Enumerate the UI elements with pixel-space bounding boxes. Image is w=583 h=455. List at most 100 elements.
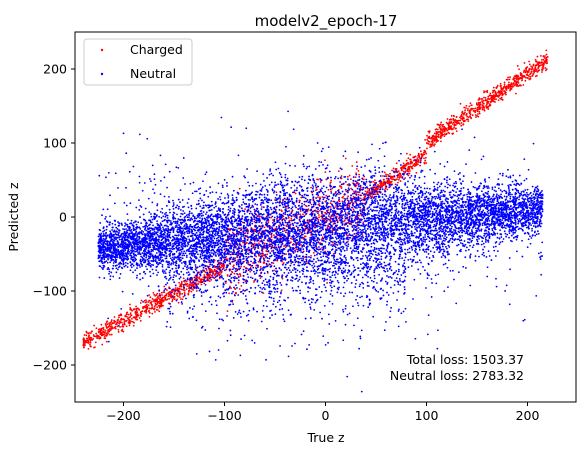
neutral-point [437, 273, 440, 276]
charged-point [327, 188, 330, 191]
charged-point [394, 183, 397, 186]
charged-point [185, 280, 188, 283]
neutral-point [132, 271, 134, 274]
neutral-point [295, 197, 298, 200]
neutral-point [387, 294, 390, 296]
neutral-point [251, 196, 254, 199]
neutral-point [228, 260, 231, 263]
charged-point [148, 315, 151, 318]
charged-point [461, 111, 463, 114]
neutral-point [297, 208, 300, 211]
neutral-point [178, 273, 181, 276]
charged-point [325, 194, 328, 197]
charged-point [151, 298, 154, 300]
neutral-point [260, 208, 263, 211]
charged-point [492, 94, 495, 96]
neutral-point [124, 222, 126, 225]
charged-point [131, 320, 134, 323]
charged-point [497, 96, 500, 98]
charged-point [92, 334, 95, 336]
neutral-point [374, 169, 377, 172]
charged-point [93, 346, 95, 349]
charged-point [408, 172, 411, 175]
charged-point [321, 236, 324, 239]
charged-point [453, 124, 456, 127]
charged-point [467, 120, 470, 123]
neutral-point [219, 198, 222, 201]
charged-point [350, 187, 352, 190]
charged-point [447, 131, 450, 134]
neutral-point [501, 174, 504, 177]
neutral-point [245, 189, 247, 192]
charged-point [305, 205, 308, 208]
charged-point [541, 69, 544, 72]
charged-point [374, 179, 376, 182]
neutral-point [280, 284, 283, 286]
charged-point [141, 310, 144, 313]
charged-point [395, 162, 398, 165]
charged-point [402, 165, 404, 168]
charged-point [476, 110, 479, 113]
charged-point [115, 323, 118, 326]
neutral-point [282, 198, 285, 201]
neutral-point [150, 215, 153, 218]
neutral-point [385, 185, 388, 188]
neutral-point [156, 220, 159, 223]
charged-point [237, 281, 240, 284]
neutral-point [388, 175, 390, 178]
neutral-point [386, 209, 389, 212]
charged-point [539, 54, 542, 57]
charged-point [492, 100, 495, 103]
charged-point [136, 307, 139, 310]
neutral-point [470, 181, 473, 183]
neutral-point [373, 246, 376, 249]
charged-point [456, 120, 459, 122]
charged-point [120, 317, 123, 320]
neutral-point [466, 193, 468, 196]
neutral-point [318, 160, 320, 163]
charged-point [126, 311, 129, 314]
charged-point [374, 193, 377, 196]
charged-point [133, 321, 135, 324]
neutral-point [425, 256, 428, 258]
charged-point [126, 317, 129, 320]
charged-point [486, 89, 489, 92]
charged-point [438, 126, 441, 129]
charged-point [545, 69, 547, 72]
charged-point [517, 85, 520, 88]
neutral-point [169, 287, 171, 290]
neutral-point [314, 184, 317, 187]
neutral-point [535, 233, 538, 236]
charged-point [157, 309, 159, 311]
charged-point [312, 251, 315, 254]
charged-point [546, 58, 548, 61]
charged-point [509, 76, 511, 78]
neutral-point [428, 237, 431, 240]
charged-point [364, 195, 367, 198]
neutral-point [533, 231, 536, 234]
charged-point [545, 49, 548, 52]
neutral-point [202, 204, 205, 207]
neutral-point [330, 286, 333, 289]
charged-point [110, 319, 113, 321]
neutral-point [442, 189, 445, 192]
neutral-point [334, 220, 336, 222]
charged-point [544, 67, 547, 69]
neutral-point [311, 230, 314, 232]
neutral-point [364, 198, 366, 201]
neutral-point [163, 195, 166, 198]
neutral-point [374, 166, 376, 169]
neutral-point [107, 171, 110, 174]
charged-point [272, 219, 274, 221]
neutral-point [377, 227, 379, 229]
charged-point [427, 137, 430, 139]
charged-point [487, 102, 489, 105]
neutral-point [256, 191, 259, 193]
neutral-point [347, 230, 350, 233]
charged-point [122, 325, 125, 328]
neutral-point [501, 190, 504, 193]
charged-point [382, 182, 385, 185]
charged-point [481, 98, 484, 100]
charged-point [241, 221, 244, 224]
charged-point [417, 159, 420, 161]
